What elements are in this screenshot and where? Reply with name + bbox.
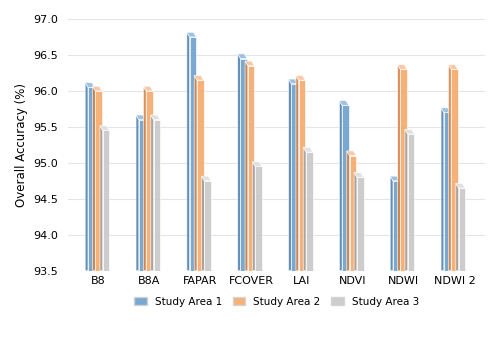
Polygon shape bbox=[298, 80, 306, 271]
Polygon shape bbox=[408, 134, 414, 271]
Polygon shape bbox=[100, 126, 110, 131]
Polygon shape bbox=[252, 162, 262, 166]
Polygon shape bbox=[296, 76, 306, 80]
Polygon shape bbox=[144, 86, 146, 271]
Polygon shape bbox=[458, 188, 465, 271]
Polygon shape bbox=[100, 126, 102, 271]
Polygon shape bbox=[88, 87, 94, 271]
Polygon shape bbox=[248, 66, 254, 271]
Polygon shape bbox=[354, 173, 364, 177]
Polygon shape bbox=[238, 54, 247, 58]
Polygon shape bbox=[255, 166, 262, 271]
Polygon shape bbox=[393, 181, 400, 271]
Polygon shape bbox=[405, 130, 414, 134]
Polygon shape bbox=[306, 152, 312, 271]
Polygon shape bbox=[444, 112, 450, 271]
Polygon shape bbox=[202, 176, 204, 271]
Polygon shape bbox=[354, 173, 357, 271]
Polygon shape bbox=[187, 32, 196, 37]
Polygon shape bbox=[204, 181, 211, 271]
Polygon shape bbox=[245, 61, 248, 271]
Polygon shape bbox=[456, 183, 458, 271]
Polygon shape bbox=[187, 32, 190, 271]
Polygon shape bbox=[136, 115, 145, 120]
Polygon shape bbox=[240, 58, 247, 271]
Polygon shape bbox=[400, 69, 407, 271]
Polygon shape bbox=[441, 108, 450, 112]
Polygon shape bbox=[194, 76, 197, 271]
Polygon shape bbox=[151, 115, 154, 271]
Polygon shape bbox=[85, 83, 94, 87]
Polygon shape bbox=[197, 80, 203, 271]
Polygon shape bbox=[96, 91, 102, 271]
Polygon shape bbox=[85, 83, 88, 271]
Polygon shape bbox=[304, 147, 306, 271]
Polygon shape bbox=[346, 151, 356, 156]
Polygon shape bbox=[92, 86, 102, 91]
Polygon shape bbox=[398, 65, 400, 271]
Polygon shape bbox=[346, 151, 350, 271]
Polygon shape bbox=[340, 100, 349, 105]
Polygon shape bbox=[144, 86, 153, 91]
Polygon shape bbox=[342, 105, 349, 271]
Polygon shape bbox=[296, 76, 298, 271]
Polygon shape bbox=[252, 162, 255, 271]
Polygon shape bbox=[350, 156, 356, 271]
Polygon shape bbox=[357, 177, 364, 271]
Polygon shape bbox=[245, 61, 254, 66]
Polygon shape bbox=[451, 69, 458, 271]
Polygon shape bbox=[151, 115, 160, 120]
Polygon shape bbox=[390, 176, 400, 181]
Polygon shape bbox=[202, 176, 211, 181]
Polygon shape bbox=[340, 100, 342, 271]
Polygon shape bbox=[238, 54, 240, 271]
Polygon shape bbox=[304, 147, 312, 152]
Y-axis label: Overall Accuracy (%): Overall Accuracy (%) bbox=[15, 83, 28, 207]
Polygon shape bbox=[390, 176, 393, 271]
Polygon shape bbox=[448, 65, 458, 69]
Polygon shape bbox=[190, 37, 196, 271]
Polygon shape bbox=[288, 79, 292, 271]
Polygon shape bbox=[154, 120, 160, 271]
Polygon shape bbox=[398, 65, 407, 69]
Polygon shape bbox=[441, 108, 444, 271]
Polygon shape bbox=[136, 115, 139, 271]
Polygon shape bbox=[292, 84, 298, 271]
Legend: Study Area 1, Study Area 2, Study Area 3: Study Area 1, Study Area 2, Study Area 3 bbox=[130, 293, 424, 311]
Polygon shape bbox=[448, 65, 451, 271]
Polygon shape bbox=[92, 86, 96, 271]
Polygon shape bbox=[146, 91, 153, 271]
Polygon shape bbox=[139, 120, 145, 271]
Polygon shape bbox=[288, 79, 298, 84]
Polygon shape bbox=[102, 131, 110, 271]
Polygon shape bbox=[194, 76, 203, 80]
Polygon shape bbox=[456, 183, 465, 188]
Polygon shape bbox=[405, 130, 407, 271]
